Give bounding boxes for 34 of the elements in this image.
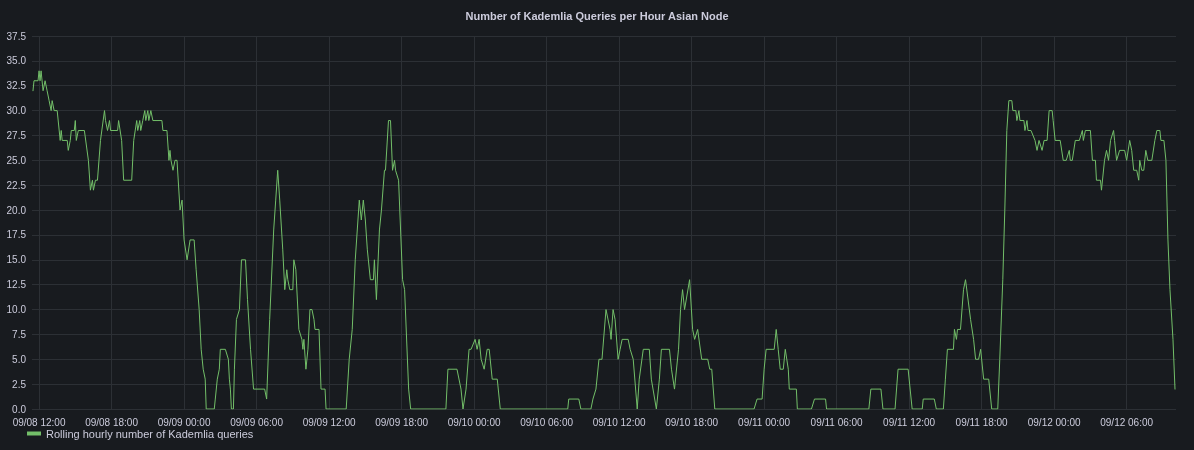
y-tick-label: 0.0: [12, 403, 27, 415]
x-tick-label: 09/10 18:00: [665, 416, 719, 428]
x-tick-label: 09/11 12:00: [883, 416, 936, 428]
x-tick-label: 09/10 12:00: [592, 416, 646, 428]
y-tick-label: 20.0: [6, 204, 27, 216]
y-tick-label: 17.5: [6, 229, 27, 241]
x-tick-label: 09/10 00:00: [447, 416, 501, 428]
x-tick-label: 09/11 18:00: [955, 416, 1009, 428]
y-tick-label: 32.5: [6, 80, 27, 92]
x-tick-label: 09/08 18:00: [85, 416, 139, 428]
x-tick-label: 09/09 00:00: [157, 416, 211, 428]
x-tick-label: 09/11 06:00: [810, 416, 864, 428]
y-tick-label: 22.5: [6, 179, 27, 191]
y-tick-label: 37.5: [6, 30, 27, 42]
x-tick-label: 09/09 06:00: [230, 416, 284, 428]
y-tick-label: 12.5: [6, 279, 27, 291]
x-tick-label: 09/09 18:00: [375, 416, 429, 428]
legend-label: Rolling hourly number of Kademlia queries: [46, 427, 254, 440]
x-tick-label: 09/11 00:00: [738, 416, 791, 428]
y-tick-label: 5.0: [12, 353, 27, 365]
y-tick-label: 27.5: [6, 129, 27, 141]
chart-title: Number of Kademlia Queries per Hour Asian Node: [465, 9, 729, 22]
y-tick-label: 7.5: [12, 328, 27, 340]
y-tick-label: 10.0: [6, 304, 27, 316]
x-tick-label: 09/10 06:00: [520, 416, 574, 428]
y-tick-label: 35.0: [6, 55, 27, 67]
x-tick-label: 09/08 12:00: [12, 416, 66, 428]
x-tick-label: 09/12 00:00: [1027, 416, 1081, 428]
x-tick-label: 09/12 06:00: [1100, 416, 1154, 428]
y-tick-label: 15.0: [6, 254, 27, 266]
y-tick-label: 25.0: [6, 154, 27, 166]
y-tick-label: 2.5: [12, 378, 27, 390]
y-tick-label: 30.0: [6, 105, 27, 117]
x-tick-label: 09/09 12:00: [302, 416, 356, 428]
